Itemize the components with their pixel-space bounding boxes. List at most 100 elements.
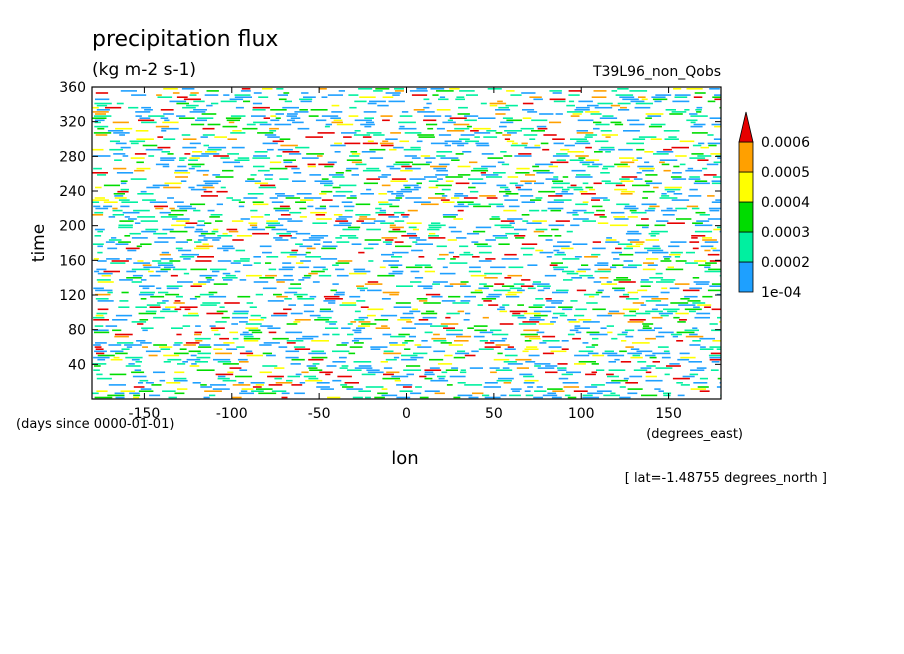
heatmap-cell	[468, 270, 481, 273]
heatmap-cell	[527, 111, 538, 113]
heatmap-cell	[539, 251, 554, 254]
heatmap-cell	[299, 98, 313, 101]
heatmap-cell	[121, 348, 130, 350]
heatmap-cell	[385, 358, 397, 361]
heatmap-cell	[251, 390, 264, 392]
heatmap-cell	[179, 157, 187, 159]
heatmap-cell	[533, 98, 543, 101]
heatmap-cell	[696, 106, 703, 109]
heatmap-cell	[455, 352, 470, 355]
heatmap-cell	[489, 218, 501, 220]
heatmap-cell	[561, 373, 573, 376]
heatmap-cell	[394, 88, 404, 90]
heatmap-cell	[502, 117, 513, 119]
heatmap-cell	[301, 92, 309, 94]
heatmap-cell	[424, 373, 435, 376]
heatmap-cell	[258, 186, 277, 189]
heatmap-cell	[419, 375, 427, 378]
heatmap-cell	[556, 153, 568, 155]
heatmap-cell	[323, 295, 340, 298]
heatmap-cell	[209, 216, 220, 218]
heatmap-cell	[548, 346, 562, 348]
heatmap-cell	[413, 352, 428, 355]
heatmap-cell	[496, 379, 512, 382]
heatmap-cell	[532, 220, 547, 222]
heatmap-cell	[302, 239, 321, 241]
heatmap-cell	[545, 371, 558, 374]
heatmap-cell	[649, 205, 660, 208]
colorbar-label: 0.0004	[761, 195, 810, 211]
heatmap-cell	[128, 363, 135, 365]
heatmap-cell	[157, 237, 176, 239]
heatmap-cell	[213, 358, 231, 361]
heatmap-cell	[381, 253, 394, 256]
heatmap-cell	[674, 283, 690, 285]
heatmap-cell	[335, 262, 350, 264]
heatmap-cell	[353, 337, 372, 340]
heatmap-cell	[119, 220, 134, 222]
heatmap-cell	[319, 371, 333, 374]
heatmap-cell	[95, 134, 108, 136]
heatmap-cell	[380, 115, 393, 117]
heatmap-cell	[267, 224, 284, 227]
heatmap-cell	[656, 220, 669, 222]
heatmap-cell	[197, 117, 214, 119]
heatmap-cell	[627, 291, 638, 294]
heatmap-cell	[345, 169, 352, 172]
heatmap-cell	[212, 239, 220, 241]
heatmap-cell	[291, 384, 303, 386]
heatmap-cell	[308, 115, 319, 117]
heatmap-cell	[487, 88, 502, 90]
heatmap-cell	[367, 371, 384, 374]
heatmap-cell	[591, 253, 601, 256]
heatmap-cell	[557, 369, 567, 371]
heatmap-cell	[220, 186, 226, 189]
heatmap-cell	[165, 293, 180, 296]
heatmap-cell	[689, 157, 706, 159]
heatmap-cell	[335, 291, 345, 294]
heatmap-cell	[291, 358, 305, 361]
heatmap-cell	[159, 346, 173, 348]
heatmap-cell	[112, 319, 128, 321]
heatmap-cell	[497, 308, 506, 311]
heatmap-cell	[389, 342, 398, 344]
heatmap-cell	[545, 306, 556, 308]
heatmap-cell	[510, 144, 528, 147]
heatmap-cell	[594, 151, 603, 153]
heatmap-cell	[108, 384, 126, 386]
heatmap-cell	[493, 289, 511, 292]
heatmap-cell	[584, 386, 598, 388]
heatmap-cell	[320, 258, 338, 260]
heatmap-cell	[101, 274, 111, 277]
heatmap-cell	[623, 247, 633, 250]
heatmap-cell	[269, 130, 277, 132]
heatmap-cell	[627, 352, 642, 355]
heatmap-cell	[406, 232, 417, 235]
heatmap-cell	[415, 239, 427, 241]
heatmap-cell	[432, 281, 448, 283]
heatmap-cell	[113, 356, 120, 359]
heatmap-cell	[693, 182, 710, 185]
heatmap-cell	[547, 392, 557, 395]
heatmap-cell	[545, 365, 558, 367]
heatmap-cell	[569, 329, 579, 332]
heatmap-cell	[207, 123, 221, 126]
heatmap-cell	[549, 90, 562, 92]
heatmap-cell	[697, 304, 712, 306]
heatmap-cell	[185, 222, 198, 224]
heatmap-cell	[673, 165, 680, 168]
heatmap-cell	[194, 295, 201, 298]
heatmap-cell	[520, 333, 538, 336]
heatmap-cell	[310, 109, 328, 111]
heatmap-cell	[148, 270, 154, 273]
heatmap-cell	[543, 287, 550, 290]
heatmap-cell	[412, 228, 419, 231]
heatmap-cell	[651, 298, 669, 300]
heatmap-cell	[663, 256, 672, 258]
heatmap-cell	[166, 285, 183, 287]
heatmap-cell	[282, 151, 300, 153]
heatmap-cell	[507, 291, 523, 294]
heatmap-cell	[333, 195, 346, 197]
heatmap-cell	[541, 209, 548, 212]
heatmap-cell	[196, 169, 210, 172]
